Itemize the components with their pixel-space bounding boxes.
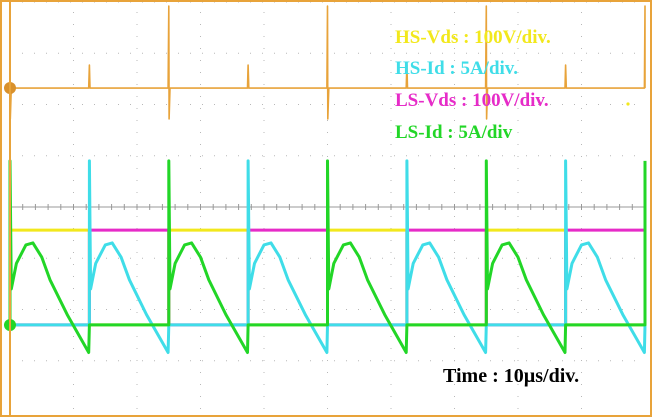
legend-hs-vds: HS-Vds : 100V/div. [395,27,551,48]
traces [8,5,647,354]
trace-ls-id [8,159,647,354]
trace-reference [9,5,646,120]
time-scale-label: Time : 10µs/div. [443,365,579,387]
legend-ls-id: LS-Id : 5A/div [395,122,513,143]
trigger-marker [626,102,630,106]
legend: HS-Vds : 100V/div. HS-Id : 5A/div. LS-Vd… [395,27,551,143]
legend-ls-vds: LS-Vds : 100V/div. [395,90,549,111]
legend-hs-id: HS-Id : 5A/div. [395,58,518,79]
